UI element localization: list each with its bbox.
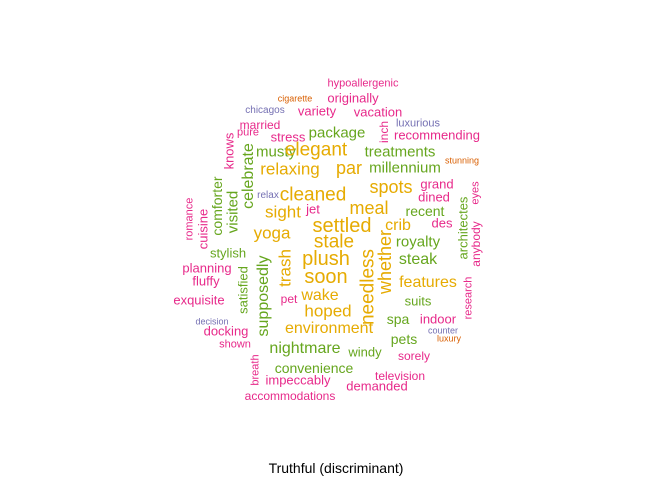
cloud-word: cigarette bbox=[277, 93, 313, 104]
cloud-word: nightmare bbox=[269, 340, 341, 357]
cloud-word: settled bbox=[312, 215, 372, 237]
cloud-word: chicagos bbox=[245, 105, 285, 116]
cloud-word: trash bbox=[275, 249, 295, 287]
cloud-word: suits bbox=[404, 293, 432, 309]
cloud-word: inch bbox=[377, 120, 391, 144]
cloud-word: knows bbox=[221, 132, 237, 170]
cloud-word: indoor bbox=[419, 311, 457, 327]
cloud-word: docking bbox=[203, 323, 249, 339]
cloud-word: stylish bbox=[209, 245, 247, 261]
cloud-word: luxurious bbox=[395, 117, 441, 130]
cloud-word: recommending bbox=[394, 127, 480, 143]
cloud-word: grand bbox=[420, 176, 454, 192]
cloud-word: satisfied bbox=[235, 266, 251, 314]
cloud-caption: Truthful (discriminant) bbox=[268, 460, 404, 476]
cloud-word: convenience bbox=[274, 360, 354, 376]
cloud-word: exquisite bbox=[173, 292, 225, 308]
cloud-word: relaxing bbox=[260, 159, 320, 179]
cloud-word: pets bbox=[390, 331, 418, 347]
cloud-word: hoped bbox=[304, 301, 352, 321]
cloud-word: needless bbox=[357, 248, 379, 326]
cloud-word: comforter bbox=[209, 176, 225, 236]
cloud-word: pure bbox=[236, 126, 260, 139]
cloud-word: architectes bbox=[455, 196, 471, 260]
cloud-word: spots bbox=[369, 177, 413, 197]
cloud-word: plush bbox=[302, 248, 350, 270]
cloud-word: stale bbox=[313, 231, 355, 253]
cloud-word: dined bbox=[418, 189, 450, 205]
cloud-word: features bbox=[399, 274, 457, 291]
cloud-word: celebrate bbox=[240, 143, 257, 209]
cloud-word: variety bbox=[297, 103, 337, 119]
cloud-word: windy bbox=[348, 344, 382, 360]
cloud-word: television bbox=[374, 369, 426, 383]
cloud-word: package bbox=[308, 124, 366, 142]
cloud-word: sight bbox=[265, 202, 301, 222]
cloud-word: research bbox=[462, 276, 475, 320]
cloud-word: shown bbox=[219, 338, 251, 351]
cloud-word: romance bbox=[183, 197, 196, 241]
cloud-word: recent bbox=[405, 203, 445, 219]
cloud-word: millennium bbox=[369, 159, 441, 177]
cloud-word: musty bbox=[255, 143, 297, 161]
cloud-word: counter bbox=[427, 325, 459, 336]
cloud-word: cleaned bbox=[279, 184, 347, 206]
cloud-word: steak bbox=[398, 251, 438, 268]
cloud-word: environment bbox=[284, 320, 374, 337]
cloud-word: married bbox=[239, 118, 281, 132]
cloud-word: originally bbox=[327, 90, 379, 106]
cloud-word: whether bbox=[375, 229, 395, 295]
cloud-word: stunning bbox=[444, 155, 480, 166]
cloud-word: demanded bbox=[346, 378, 408, 394]
cloud-word: planning bbox=[182, 260, 232, 276]
cloud-word: sorely bbox=[397, 349, 431, 363]
cloud-word: supposedly bbox=[255, 255, 272, 337]
cloud-word: impeccably bbox=[265, 372, 331, 388]
cloud-word: anybody bbox=[469, 221, 483, 267]
cloud-word: par bbox=[335, 158, 363, 178]
cloud-word: luxury bbox=[436, 333, 462, 344]
cloud-word: jet bbox=[306, 201, 320, 217]
cloud-word: eyes bbox=[469, 181, 482, 205]
cloud-word: visited bbox=[224, 190, 242, 234]
cloud-word: hypoallergenic bbox=[327, 77, 399, 90]
cloud-word: treatments bbox=[364, 143, 436, 161]
cloud-word: decision bbox=[195, 316, 229, 327]
cloud-word: elegant bbox=[284, 139, 348, 161]
cloud-word: pet bbox=[280, 292, 298, 306]
cloud-word: meal bbox=[349, 198, 389, 218]
cloud-word: des bbox=[431, 215, 453, 231]
cloud-word: stress bbox=[270, 129, 306, 145]
cloud-word: soon bbox=[304, 266, 348, 288]
cloud-word: yoga bbox=[253, 223, 291, 243]
cloud-word: spa bbox=[386, 311, 410, 327]
cloud-word: cuisine bbox=[195, 208, 211, 250]
cloud-word: crib bbox=[385, 217, 411, 234]
cloud-word: wake bbox=[301, 287, 339, 304]
cloud-word: breath bbox=[249, 354, 262, 386]
cloud-word: relax bbox=[257, 190, 279, 201]
cloud-word: fluffy bbox=[192, 273, 220, 289]
cloud-word: vacation bbox=[353, 104, 403, 120]
cloud-word: royalty bbox=[395, 233, 441, 251]
cloud-word: accommodations bbox=[244, 389, 336, 403]
